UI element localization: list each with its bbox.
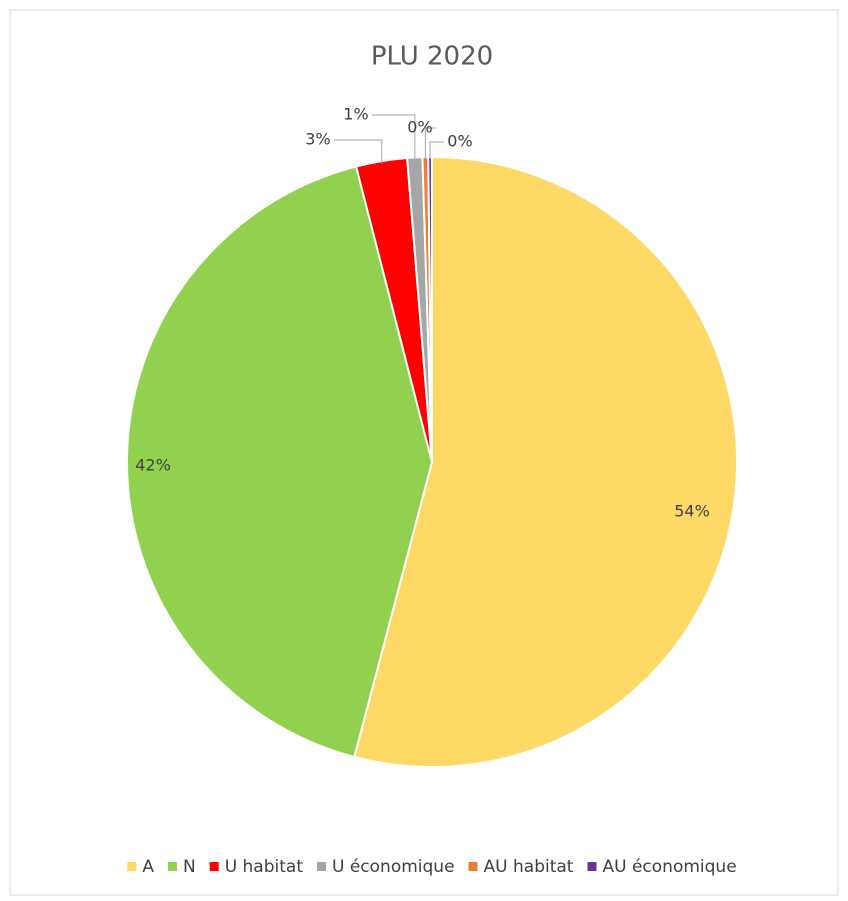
leader-line xyxy=(372,114,416,160)
legend-label: U habitat xyxy=(225,857,304,877)
leader-line xyxy=(334,139,383,164)
data-label: 42% xyxy=(135,456,171,475)
legend-label: N xyxy=(183,857,196,877)
leader-line xyxy=(424,127,436,160)
data-label: 0% xyxy=(407,118,432,137)
leader-line xyxy=(429,141,444,160)
pie-slice xyxy=(353,155,738,768)
legend-label: AU économique xyxy=(602,857,736,877)
legend-label: AU habitat xyxy=(484,857,574,877)
legend-swatch xyxy=(167,862,177,871)
legend-swatch xyxy=(468,862,478,871)
data-label: 3% xyxy=(305,130,330,149)
legend-label: A xyxy=(142,857,154,877)
data-label: 54% xyxy=(674,502,710,521)
chart-title: PLU 2020 xyxy=(371,42,493,72)
data-label: 1% xyxy=(343,105,368,124)
legend-label: U économique xyxy=(332,857,455,877)
pie-slice xyxy=(126,165,434,759)
data-label: 0% xyxy=(447,132,472,151)
legend-swatch xyxy=(209,862,219,871)
legend-swatch xyxy=(317,862,327,871)
legend-swatch xyxy=(127,862,137,871)
legend-swatch xyxy=(587,862,597,871)
